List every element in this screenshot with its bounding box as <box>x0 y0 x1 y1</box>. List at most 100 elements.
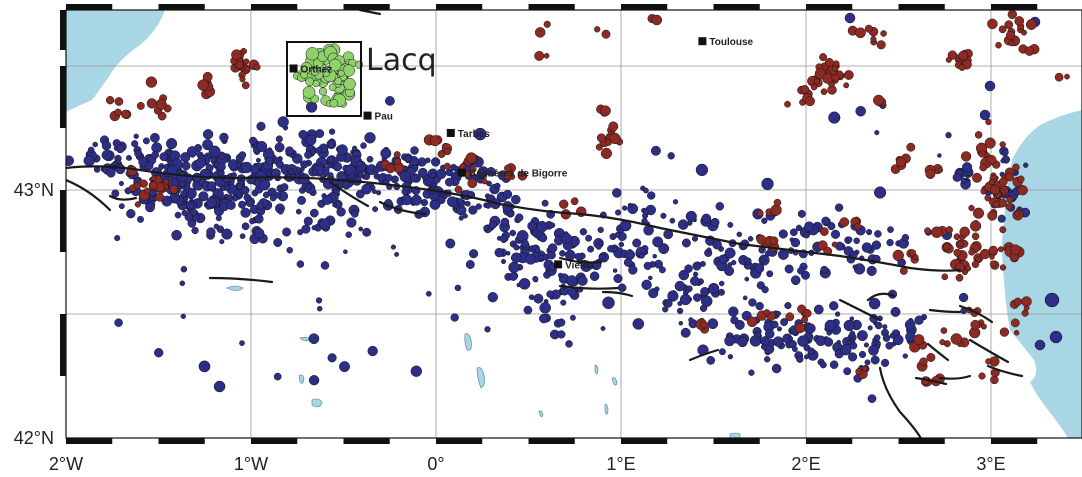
seismic-event <box>235 161 242 168</box>
seismic-event <box>795 224 803 232</box>
frame-segment <box>621 4 668 10</box>
city-orthez: Orthez <box>289 64 332 75</box>
seismic-event <box>830 229 841 239</box>
seismic-event <box>908 249 917 257</box>
seismic-event <box>724 335 735 347</box>
seismic-event <box>557 330 566 339</box>
seismic-event <box>133 133 139 139</box>
seismic-event <box>105 96 115 105</box>
seismic-event <box>784 100 791 108</box>
seismic-event <box>134 182 141 190</box>
seismic-event-lacq <box>337 69 345 77</box>
seismic-event <box>1017 175 1025 183</box>
seismic-event <box>269 194 277 202</box>
seismic-event <box>834 311 841 317</box>
seismic-event <box>873 334 881 341</box>
seismic-event <box>151 142 163 154</box>
seismic-event <box>364 132 376 144</box>
x-tick-label: 2°E <box>791 454 820 474</box>
seismic-event <box>800 85 810 94</box>
seismic-event <box>315 297 323 304</box>
seismic-event <box>484 326 491 333</box>
seismic-event <box>155 98 167 110</box>
y-tick-label: 43°N <box>14 180 54 200</box>
seismic-event <box>265 156 274 165</box>
seismic-event <box>207 181 217 191</box>
seismic-event <box>990 184 1000 195</box>
seismic-event <box>425 290 432 297</box>
seismic-event <box>971 232 980 241</box>
seismic-event <box>1021 309 1029 317</box>
seismic-event <box>547 243 558 253</box>
seismic-event <box>718 254 728 264</box>
seismic-event <box>549 222 556 229</box>
seismic-event <box>436 168 447 180</box>
seismic-event <box>987 210 998 221</box>
seismic-event <box>101 140 112 151</box>
seismic-event <box>424 157 431 164</box>
seismic-event <box>605 139 612 146</box>
seismic-event <box>486 167 496 177</box>
seismic-event <box>864 24 873 33</box>
seismic-event <box>691 235 699 242</box>
seismic-event <box>404 155 412 163</box>
seismic-event <box>958 50 969 61</box>
x-tick-label: 2°W <box>49 454 83 474</box>
seismic-event <box>235 61 244 69</box>
seismic-event <box>468 205 478 215</box>
seismic-event <box>785 312 795 322</box>
seismic-event <box>890 306 901 317</box>
seismic-event <box>158 165 164 171</box>
seismic-event <box>855 105 866 117</box>
seismic-event <box>958 292 969 303</box>
seismic-event <box>823 337 834 347</box>
seismic-event <box>844 12 856 24</box>
seismic-event <box>748 298 757 307</box>
lacq-highlight-box <box>286 41 362 117</box>
seismic-event <box>241 222 250 231</box>
seismic-event <box>887 226 894 233</box>
seismic-event <box>238 151 247 159</box>
seismic-event <box>984 137 996 149</box>
seismic-event <box>761 217 768 224</box>
seismic-event <box>914 315 924 325</box>
seismic-event <box>849 316 855 321</box>
seismic-event <box>444 177 454 187</box>
seismic-event <box>718 288 725 296</box>
seismic-event <box>906 142 916 152</box>
seismic-event <box>525 253 537 265</box>
seismic-event <box>764 329 775 339</box>
seismic-event <box>587 245 595 253</box>
city-marker-icon <box>698 37 707 46</box>
city-bagn-res-de-bigorre: Bagnères de Bigorre <box>457 168 568 180</box>
seismic-event <box>500 217 510 227</box>
seismic-event <box>528 294 535 301</box>
seismic-event <box>680 327 691 338</box>
seismic-event <box>385 163 396 174</box>
seismic-event <box>715 202 725 211</box>
seismic-event <box>559 250 566 257</box>
seismic-event <box>543 20 551 28</box>
seismic-event <box>819 227 829 236</box>
seismic-event <box>784 302 792 310</box>
seismic-event <box>305 101 318 113</box>
seismic-event <box>518 278 531 290</box>
seismic-event <box>273 372 282 381</box>
seismic-event <box>151 151 159 159</box>
seismic-event <box>1001 149 1009 156</box>
north-pyrenean-fault <box>66 165 962 272</box>
seismic-event <box>308 375 320 386</box>
seismic-event <box>215 215 222 222</box>
seismic-event <box>651 14 663 26</box>
seismic-event <box>854 222 862 231</box>
seismic-event <box>297 195 306 205</box>
seismic-event <box>737 336 748 348</box>
seismic-event-lacq <box>300 70 309 79</box>
seismic-event <box>546 290 554 298</box>
seismic-event <box>1013 330 1020 336</box>
seismic-event <box>925 169 936 179</box>
seismic-event <box>676 307 684 315</box>
seismic-event <box>654 286 660 292</box>
seismic-event <box>476 168 486 178</box>
seismic-event <box>257 213 262 219</box>
